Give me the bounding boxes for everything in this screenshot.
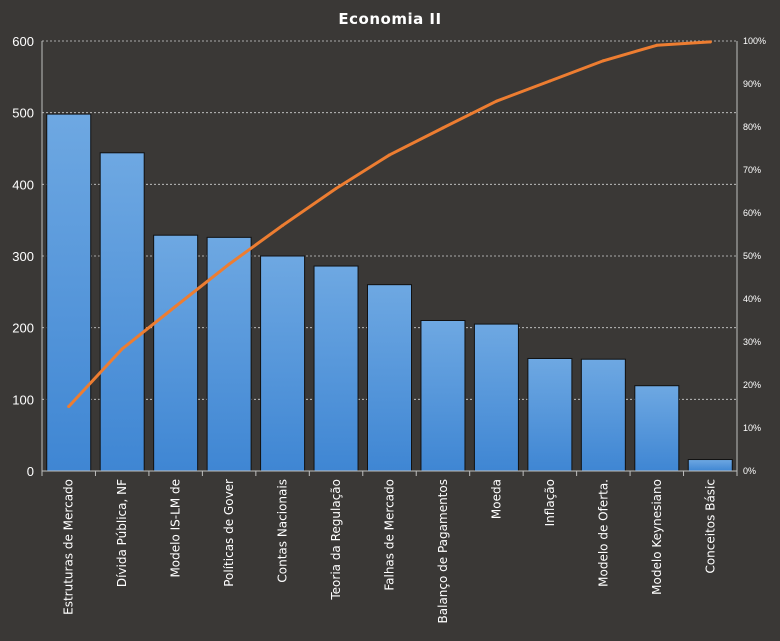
bar [687,459,733,472]
y-tick-label: 400 [12,177,34,192]
y-tick-label: 200 [12,321,34,336]
bar [634,385,680,472]
line-point [334,186,338,190]
line-point [655,43,659,47]
y-tick-label: 600 [12,34,34,49]
y-tick-label: 100 [12,392,34,407]
line-point [67,405,71,408]
line-point [708,40,712,44]
chart-title: Economia II [338,10,441,28]
line-point [120,347,124,351]
x-category-label: Contas Nacionais [276,479,290,583]
bar [99,152,145,472]
bar [367,284,412,472]
line-point [388,153,391,157]
line-point [548,79,552,83]
y2-tick-label: 20% [743,380,761,390]
bar [206,236,252,472]
y2-tick-label: 70% [743,165,761,175]
bar [420,320,466,472]
y-tick-label: 300 [12,249,34,264]
line-point [494,99,498,103]
bar-series [46,113,733,472]
x-category-label: Inflação [543,479,557,526]
x-category-label: Balanço de Pagamentos [436,479,450,623]
y-tick-label: 500 [12,106,34,121]
y2-tick-label: 100% [743,36,766,46]
x-category-label: Moeda [489,479,503,519]
x-category-label: Falhas de Mercado [383,479,397,591]
x-category-label: Estruturas de Mercado [62,479,76,615]
y2-tick-label: 10% [743,423,761,433]
x-category-label: Teoria da Regulação [329,479,343,601]
y2-tick-label: 40% [743,294,761,304]
line-point [441,126,445,130]
y2-tick-label: 30% [743,337,761,347]
y2-tick-label: 50% [743,251,761,261]
bar [260,255,306,472]
bar [46,113,92,472]
x-category-label: Dívida Pública, NF [115,479,129,587]
axes: 0 100 200 300 400 500 600 0% 10% 20% 30% 40% 50% 60% 7… [12,34,766,623]
bar [313,265,359,472]
x-category-label: Modelo IS-LM de [169,479,183,578]
line-point [227,262,231,266]
y2-tick-label: 0% [743,466,756,476]
x-category-label: Modelo de Oferta. [596,479,610,587]
bar [153,234,199,472]
bar [527,357,573,472]
bar [580,358,626,472]
line-point [281,223,285,227]
y-tick-label: 0 [27,464,34,479]
x-category-label: Modelo Keynesiano [650,479,664,595]
line-point [174,304,178,308]
y2-tick-label: 80% [743,122,761,132]
cumulative-line-series [67,40,712,408]
y2-tick-label: 90% [743,79,761,89]
x-category-label: Políticas de Gover [222,479,236,587]
line-point [601,59,605,63]
y2-tick-label: 60% [743,208,761,218]
bar [473,323,519,472]
x-category-label: Conceitos Básic [703,479,717,574]
